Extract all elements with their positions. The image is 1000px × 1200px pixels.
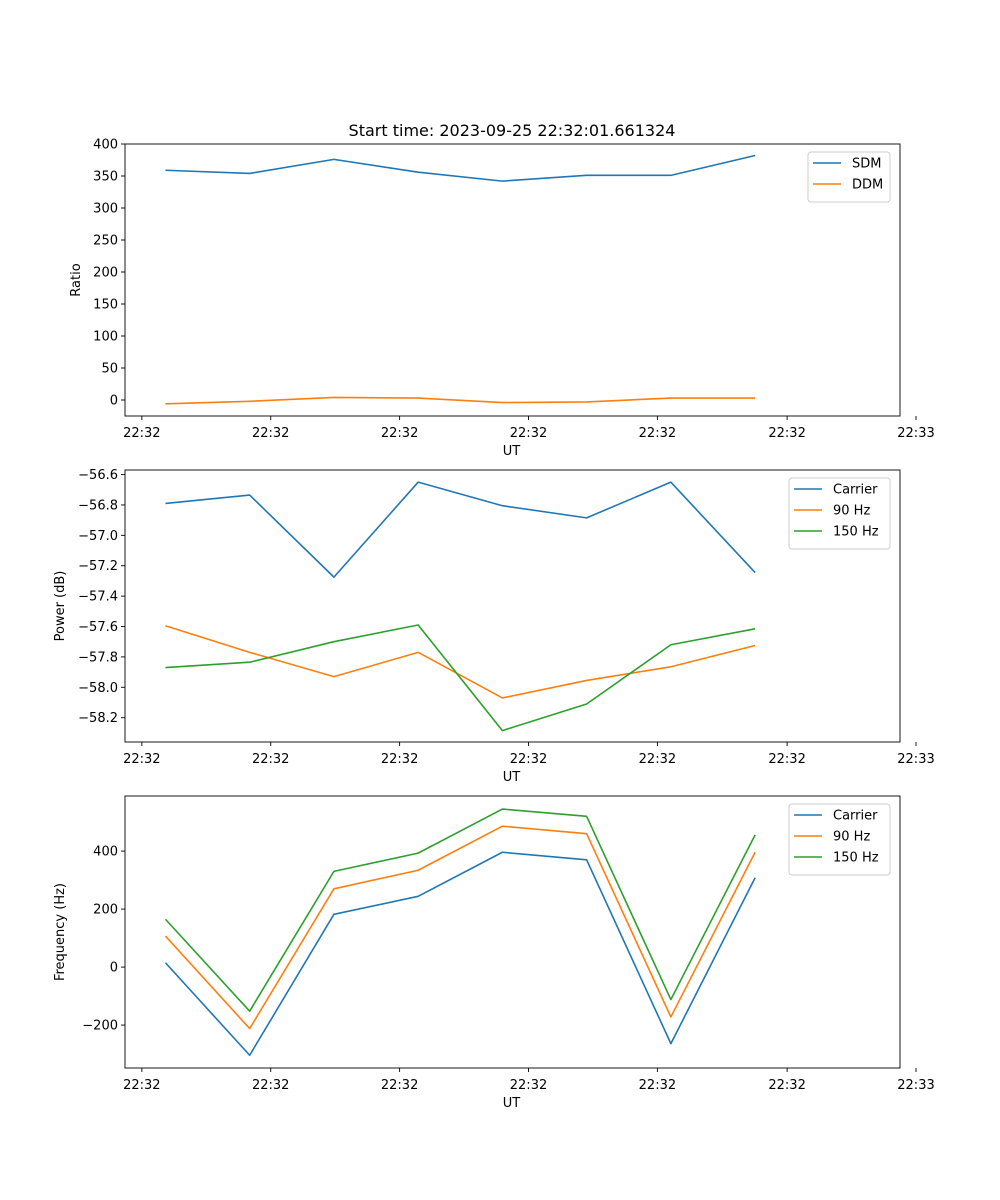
x-axis-label-frequency: UT xyxy=(503,1096,521,1111)
x-axis-label-power: UT xyxy=(503,770,521,785)
y-tick-label: −56.8 xyxy=(78,498,118,513)
legend-box xyxy=(807,151,891,203)
axes-frame-power xyxy=(124,469,901,743)
x-tick-label: 22:32 xyxy=(381,426,418,441)
legend-entry: 90 Hz xyxy=(833,504,870,519)
x-tick-label: 22:32 xyxy=(252,426,289,441)
legend-entry: DDM xyxy=(852,178,883,193)
x-tick-label: 22:32 xyxy=(510,752,547,767)
axes-frame-ratio xyxy=(124,143,901,417)
y-tick-label: 300 xyxy=(93,202,118,217)
legend-entry: 90 Hz xyxy=(833,830,870,845)
y-tick-label: 200 xyxy=(93,903,118,918)
series-line-power-0 xyxy=(165,481,756,578)
y-tick-label: 350 xyxy=(93,170,118,185)
figure-title: Start time: 2023-09-25 22:32:01.661324 xyxy=(349,121,676,140)
y-tick-label: 200 xyxy=(93,266,118,281)
y-tick-label: −57.2 xyxy=(78,559,118,574)
legend-frequency: Carrier 90 Hz 150 Hz xyxy=(788,803,891,876)
series-line-frequency-0 xyxy=(164,851,756,1057)
series-line-frequency-2 xyxy=(164,808,756,1012)
x-tick-label: 22:32 xyxy=(639,1078,676,1093)
legend-ratio: SDM DDM xyxy=(807,151,891,203)
x-tick-label: 22:33 xyxy=(897,1078,934,1093)
panel-ratio: 22:32 22:32 22:32 22:32 22:32 22:32 22:33 0 50 10… xyxy=(69,138,935,460)
y-axis-label-power: Power (dB) xyxy=(53,571,68,642)
y-tick-label: −57.8 xyxy=(78,650,118,665)
x-tick-label: 22:32 xyxy=(123,752,160,767)
series-line-power-2 xyxy=(165,624,756,732)
x-tick-label: 22:32 xyxy=(768,752,805,767)
legend-entry: SDM xyxy=(852,157,881,172)
series-line-ratio-1 xyxy=(165,396,756,405)
series-line-ratio-0 xyxy=(165,154,756,182)
y-axis-label-frequency: Frequency (Hz) xyxy=(53,883,68,981)
y-tick-label: −57.6 xyxy=(78,620,118,635)
y-tick-label: −56.6 xyxy=(78,468,118,483)
x-tick-label: 22:32 xyxy=(123,1078,160,1093)
y-tick-label: −57.0 xyxy=(78,529,118,544)
y-tick-label: 100 xyxy=(93,330,118,345)
x-tick-label: 22:32 xyxy=(639,426,676,441)
y-tick-label: 50 xyxy=(101,362,118,377)
y-axis-label-ratio: Ratio xyxy=(69,263,84,296)
x-tick-label: 22:32 xyxy=(252,1078,289,1093)
series-line-power-1 xyxy=(165,624,756,699)
y-tick-label: −200 xyxy=(82,1019,118,1034)
legend-power: Carrier 90 Hz 150 Hz xyxy=(788,477,891,550)
x-tick-label: 22:32 xyxy=(381,1078,418,1093)
series-line-frequency-1 xyxy=(164,825,756,1030)
y-tick-label: −58.2 xyxy=(78,711,118,726)
x-tick-label: 22:32 xyxy=(639,752,676,767)
legend-entry: 150 Hz xyxy=(833,525,879,540)
y-tick-label: 400 xyxy=(93,845,118,860)
y-tick-label: −58.0 xyxy=(78,681,118,696)
y-tick-label: 0 xyxy=(110,961,118,976)
y-tick-label: 400 xyxy=(93,138,118,153)
legend-entry: Carrier xyxy=(833,483,878,498)
x-axis-label-ratio: UT xyxy=(503,444,521,459)
x-tick-label: 22:32 xyxy=(510,426,547,441)
y-tick-label: 250 xyxy=(93,234,118,249)
legend-entry: Carrier xyxy=(833,809,878,824)
panel-frequency: 22:32 22:32 22:32 22:32 22:32 22:32 22:33 −200 0… xyxy=(53,795,935,1111)
x-tick-label: 22:32 xyxy=(252,752,289,767)
legend-entry: 150 Hz xyxy=(833,851,879,866)
x-tick-label: 22:33 xyxy=(897,426,934,441)
x-tick-label: 22:32 xyxy=(768,1078,805,1093)
y-tick-label: 0 xyxy=(110,394,118,409)
x-tick-label: 22:32 xyxy=(381,752,418,767)
y-tick-label: −57.4 xyxy=(78,590,118,605)
x-tick-label: 22:32 xyxy=(123,426,160,441)
axes-frame-frequency xyxy=(124,795,901,1069)
y-tick-label: 150 xyxy=(93,298,118,313)
x-tick-label: 22:32 xyxy=(768,426,805,441)
panel-power: 22:32 22:32 22:32 22:32 22:32 22:32 22:33 −58.2… xyxy=(53,468,935,785)
x-tick-label: 22:33 xyxy=(897,752,934,767)
x-tick-label: 22:32 xyxy=(510,1078,547,1093)
